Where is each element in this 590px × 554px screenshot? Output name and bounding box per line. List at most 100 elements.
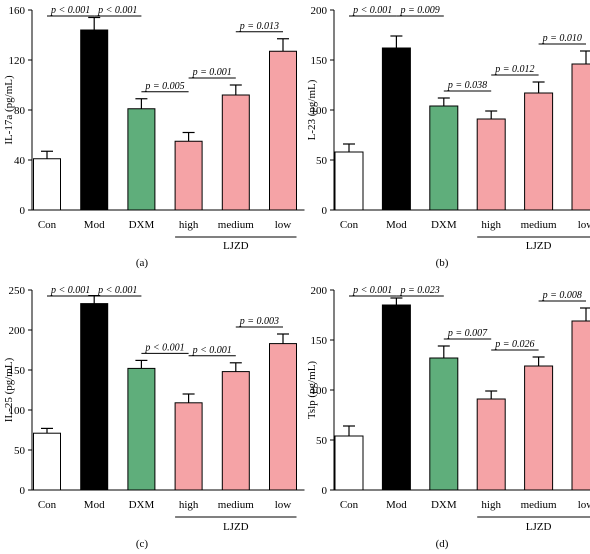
y-tick-label: 200 <box>311 285 328 297</box>
x-tick-label: high <box>481 499 501 511</box>
significance-label: p < 0.001 <box>50 5 90 16</box>
x-tick-label: Con <box>38 219 57 231</box>
significance-label: p < 0.001 <box>97 285 137 296</box>
group-label: LJZD <box>223 521 249 533</box>
bar-mod <box>80 303 109 491</box>
y-tick-label: 50 <box>316 435 328 447</box>
y-axis-label: L-23 (pg/mL) <box>306 79 318 140</box>
significance-label: p = 0.001 <box>192 67 232 78</box>
bar-low <box>571 63 590 211</box>
significance-label: p < 0.001 <box>352 5 392 16</box>
y-tick-label: 100 <box>9 405 26 417</box>
y-tick-label: 150 <box>311 55 328 67</box>
bar-con <box>33 432 61 491</box>
bar-low <box>571 320 590 491</box>
chart-panel-4: 0 50 100 150 200 Tslp (pg/mL) Con Mod DXM high med… <box>306 285 590 550</box>
bar-low <box>269 343 297 491</box>
significance-label: p < 0.001 <box>97 5 137 16</box>
bar-high <box>476 398 506 491</box>
group-label: LJZD <box>223 240 249 252</box>
x-tick-label: Con <box>38 499 57 511</box>
y-tick-label: 0 <box>20 205 26 217</box>
bar-dxm <box>429 357 459 491</box>
bar-high <box>174 402 203 491</box>
x-tick-label: high <box>481 219 501 231</box>
y-tick-label: 100 <box>311 385 328 397</box>
significance-label: p < 0.001 <box>352 285 392 296</box>
significance-label: p = 0.003 <box>239 316 279 327</box>
bar-con <box>33 158 61 211</box>
bar-con <box>334 435 364 491</box>
x-tick-label: DXM <box>129 219 155 231</box>
y-tick-label: 40 <box>14 155 26 167</box>
bar-medium <box>221 371 250 491</box>
bar-mod <box>381 304 411 491</box>
y-tick-label: 160 <box>9 5 26 17</box>
y-axis-label: IL-17a (pg/mL) <box>3 75 15 145</box>
bar-low <box>269 50 297 211</box>
significance-label: p = 0.005 <box>144 81 184 92</box>
panel-label: (d) <box>436 538 449 550</box>
x-tick-label: low <box>578 219 590 231</box>
significance-label: p < 0.001 <box>192 345 232 356</box>
y-tick-label: 200 <box>9 325 26 337</box>
chart-panel-1: 0 40 80 120 160 IL-17a (pg/mL) Con Mod DXM high me… <box>3 5 305 269</box>
x-tick-label: low <box>275 219 292 231</box>
x-tick-label: medium <box>521 219 557 231</box>
group-label: LJZD <box>526 521 552 533</box>
y-tick-label: 200 <box>311 5 328 17</box>
y-tick-label: 0 <box>20 485 26 497</box>
y-tick-label: 0 <box>322 485 328 497</box>
panel-label: (a) <box>136 257 149 269</box>
bar-dxm <box>127 367 156 491</box>
x-tick-label: Con <box>340 499 359 511</box>
chart-panel-2: 0 50 100 150 200 L-23 (pg/mL) Con Mod DXM high med… <box>306 5 590 269</box>
x-tick-label: DXM <box>431 499 457 511</box>
significance-label: p = 0.013 <box>239 21 279 32</box>
y-axis-label: Tslp (pg/mL) <box>306 361 318 420</box>
group-label: LJZD <box>526 240 552 252</box>
y-tick-label: 0 <box>322 205 328 217</box>
bar-dxm <box>127 108 156 211</box>
x-tick-label: low <box>578 499 590 511</box>
significance-label: p = 0.038 <box>447 80 487 91</box>
x-tick-label: Mod <box>386 219 407 231</box>
x-tick-label: high <box>179 219 199 231</box>
bar-high <box>476 118 506 211</box>
significance-label: p < 0.001 <box>50 285 90 296</box>
bar-medium <box>524 92 554 211</box>
panel-label: (c) <box>136 538 149 550</box>
bar-con <box>334 151 364 211</box>
y-tick-label: 150 <box>311 335 328 347</box>
x-tick-label: Mod <box>386 499 407 511</box>
y-axis-label: IL-25 (pg/mL) <box>3 357 15 422</box>
bar-medium <box>221 94 250 211</box>
bar-medium <box>524 365 554 491</box>
significance-label: p = 0.026 <box>494 339 534 350</box>
significance-label: p = 0.023 <box>399 285 439 296</box>
significance-label: p = 0.010 <box>542 33 582 44</box>
y-tick-label: 50 <box>316 155 328 167</box>
y-tick-label: 150 <box>9 365 26 377</box>
bar-mod <box>80 29 109 211</box>
x-tick-label: high <box>179 499 199 511</box>
x-tick-label: Mod <box>84 219 105 231</box>
significance-label: p = 0.012 <box>494 64 534 75</box>
x-tick-label: medium <box>521 499 557 511</box>
x-tick-label: medium <box>218 499 254 511</box>
significance-label: p = 0.009 <box>399 5 439 16</box>
y-tick-label: 80 <box>14 105 26 117</box>
x-tick-label: DXM <box>431 219 457 231</box>
bar-dxm <box>429 105 459 211</box>
x-tick-label: Con <box>340 219 359 231</box>
y-tick-label: 250 <box>9 285 26 297</box>
y-tick-label: 120 <box>9 55 26 67</box>
significance-label: p < 0.001 <box>144 342 184 353</box>
x-tick-label: DXM <box>129 499 155 511</box>
significance-label: p = 0.007 <box>447 328 488 339</box>
y-tick-label: 50 <box>14 445 26 457</box>
chart-panel-3: 0 50 100 150 200 250 IL-25 (pg/mL) Con Mod DXM hig… <box>3 285 305 550</box>
bar-high <box>174 140 203 211</box>
significance-label: p = 0.008 <box>542 290 582 301</box>
